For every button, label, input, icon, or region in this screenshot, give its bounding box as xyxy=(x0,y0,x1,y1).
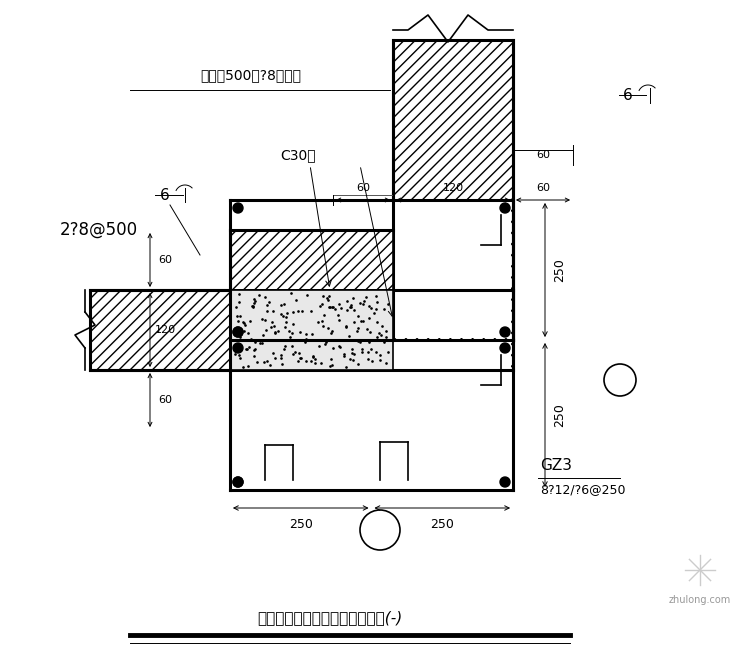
Circle shape xyxy=(233,327,243,337)
Circle shape xyxy=(233,477,243,487)
Circle shape xyxy=(500,203,510,213)
Bar xyxy=(90,290,513,370)
Text: 8?12/?6@250: 8?12/?6@250 xyxy=(540,484,626,496)
Text: 250: 250 xyxy=(553,403,566,427)
Text: 120: 120 xyxy=(443,183,464,193)
Text: 60: 60 xyxy=(158,255,172,265)
Text: 2?8@500: 2?8@500 xyxy=(60,221,138,239)
Circle shape xyxy=(500,343,510,353)
Text: GZ3: GZ3 xyxy=(540,458,572,472)
Text: zhulong.com: zhulong.com xyxy=(669,595,731,605)
Text: 6: 6 xyxy=(160,188,170,202)
Text: 250: 250 xyxy=(431,518,454,531)
Text: 沿高度500设?8拉结筋: 沿高度500设?8拉结筋 xyxy=(200,68,301,82)
Circle shape xyxy=(233,327,243,337)
Text: 60: 60 xyxy=(356,183,370,193)
Circle shape xyxy=(233,477,243,487)
Bar xyxy=(230,230,393,290)
Circle shape xyxy=(500,477,510,487)
Circle shape xyxy=(500,327,510,337)
Circle shape xyxy=(233,343,243,353)
Text: 外围护墙与钢柱转角处连接做法(-): 外围护墙与钢柱转角处连接做法(-) xyxy=(257,611,403,625)
Text: 60: 60 xyxy=(158,395,172,405)
Text: 250: 250 xyxy=(289,518,313,531)
Text: 60: 60 xyxy=(536,183,550,193)
Text: 60: 60 xyxy=(536,150,550,160)
Text: 6: 6 xyxy=(623,88,633,102)
Bar xyxy=(230,290,393,370)
Bar xyxy=(232,202,511,338)
Bar xyxy=(232,342,511,488)
Bar xyxy=(393,40,513,340)
Text: 250: 250 xyxy=(553,258,566,282)
Circle shape xyxy=(233,203,243,213)
Text: C30砼: C30砼 xyxy=(280,148,316,162)
Text: 120: 120 xyxy=(155,325,176,335)
